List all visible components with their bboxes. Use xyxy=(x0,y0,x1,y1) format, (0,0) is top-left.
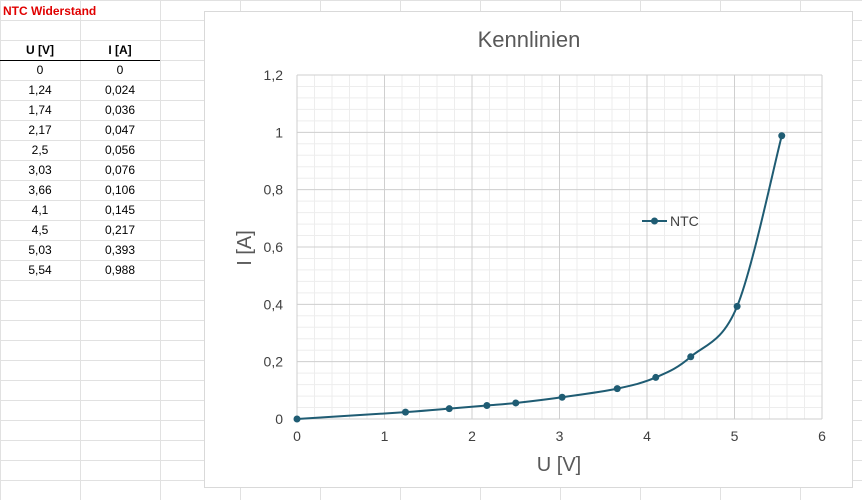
cell-voltage[interactable]: 5,03 xyxy=(28,243,52,257)
y-tick-label: 0,4 xyxy=(264,296,284,312)
series-layer xyxy=(293,132,786,423)
table-row: 3,66 0,106 xyxy=(0,180,160,200)
cell-voltage[interactable]: 1,24 xyxy=(28,83,52,97)
y-axis-title: I [A] xyxy=(234,230,256,266)
x-tick-label: 0 xyxy=(293,428,301,444)
cell-current[interactable]: 0,106 xyxy=(104,183,136,197)
sheet-title: NTC Widerstand xyxy=(3,4,97,18)
legend-marker xyxy=(651,217,658,225)
column-header-u[interactable]: U [V] xyxy=(26,43,54,57)
table-row: 5,03 0,393 xyxy=(0,240,160,260)
x-tick-label: 4 xyxy=(643,428,651,444)
chart-title: Kennlinien xyxy=(478,27,581,52)
table-row: 5,54 0,988 xyxy=(0,260,160,280)
cell-voltage[interactable]: 0 xyxy=(36,63,44,77)
x-tick-label: 6 xyxy=(818,428,826,444)
table-row: 2,5 0,056 xyxy=(0,140,160,160)
x-axis-title: U [V] xyxy=(537,454,581,476)
data-point[interactable] xyxy=(613,385,621,393)
data-point[interactable] xyxy=(733,302,741,310)
y-tick-label: 0,6 xyxy=(264,239,284,255)
table-row: 4,5 0,217 xyxy=(0,220,160,240)
cell-current[interactable]: 0,036 xyxy=(104,103,136,117)
table-row: 1,74 0,036 xyxy=(0,100,160,120)
data-point[interactable] xyxy=(483,402,491,410)
y-tick-label: 1,2 xyxy=(264,67,284,83)
cell-voltage[interactable]: 1,74 xyxy=(28,103,52,117)
table-row: 3,03 0,076 xyxy=(0,160,160,180)
data-point[interactable] xyxy=(512,399,520,407)
chart-svg: 0 1 2 3 4 5 6 0 0,2 0,4 0,6 0,8 1 1,2 Kennlinien U [… xyxy=(234,27,826,476)
cell-voltage[interactable]: 3,03 xyxy=(28,163,52,177)
legend[interactable]: NTC xyxy=(642,213,699,229)
column-header-i[interactable]: I [A] xyxy=(108,43,132,57)
data-point[interactable] xyxy=(293,415,301,423)
x-tick-label: 3 xyxy=(556,428,564,444)
table-row: 1,24 0,024 xyxy=(0,80,160,100)
cell-current[interactable]: 0,056 xyxy=(104,143,136,157)
cell-voltage[interactable]: 2,5 xyxy=(31,143,49,157)
cell-voltage[interactable]: 3,66 xyxy=(28,183,52,197)
cell-voltage[interactable]: 5,54 xyxy=(28,263,52,277)
major-gridlines xyxy=(296,74,823,420)
y-tick-label: 0 xyxy=(275,411,283,427)
cell-voltage[interactable]: 2,17 xyxy=(28,123,52,137)
chart-area[interactable]: 0 1 2 3 4 5 6 0 0,2 0,4 0,6 0,8 1 1,2 Kennlinien U [… xyxy=(204,11,853,488)
y-tick-label: 0,8 xyxy=(264,182,284,198)
cell-current[interactable]: 0,076 xyxy=(104,163,136,177)
cell-current[interactable]: 0,047 xyxy=(104,123,136,137)
cell-current[interactable]: 0,024 xyxy=(104,83,136,97)
table-row: 2,17 0,047 xyxy=(0,120,160,140)
x-tick-label: 2 xyxy=(468,428,476,444)
data-point[interactable] xyxy=(402,408,409,416)
cell-current[interactable]: 0,145 xyxy=(104,203,136,217)
y-tick-label: 0,2 xyxy=(264,354,284,370)
cell-current[interactable]: 0 xyxy=(116,63,124,77)
data-point[interactable] xyxy=(558,393,566,401)
y-tick-label: 1 xyxy=(275,124,283,140)
data-point[interactable] xyxy=(778,132,786,140)
table-header-row: U [V] I [A] xyxy=(0,40,160,61)
cell-current[interactable]: 0,988 xyxy=(104,263,136,277)
cell-voltage[interactable]: 4,1 xyxy=(31,203,49,217)
data-point[interactable] xyxy=(652,373,660,381)
data-point[interactable] xyxy=(687,353,695,361)
cell-current[interactable]: 0,393 xyxy=(104,243,136,257)
x-tick-label: 5 xyxy=(731,428,739,444)
x-tick-label: 1 xyxy=(381,428,389,444)
cell-current[interactable]: 0,217 xyxy=(104,223,136,237)
table-row: 4,1 0,145 xyxy=(0,200,160,220)
cell-voltage[interactable]: 4,5 xyxy=(31,223,49,237)
x-tick-labels: 0 1 2 3 4 5 6 xyxy=(293,428,826,444)
data-point[interactable] xyxy=(445,405,453,413)
series-line-ntc[interactable] xyxy=(296,135,783,420)
y-tick-labels: 0 0,2 0,4 0,6 0,8 1 1,2 xyxy=(264,67,284,427)
legend-label-ntc: NTC xyxy=(670,213,699,229)
